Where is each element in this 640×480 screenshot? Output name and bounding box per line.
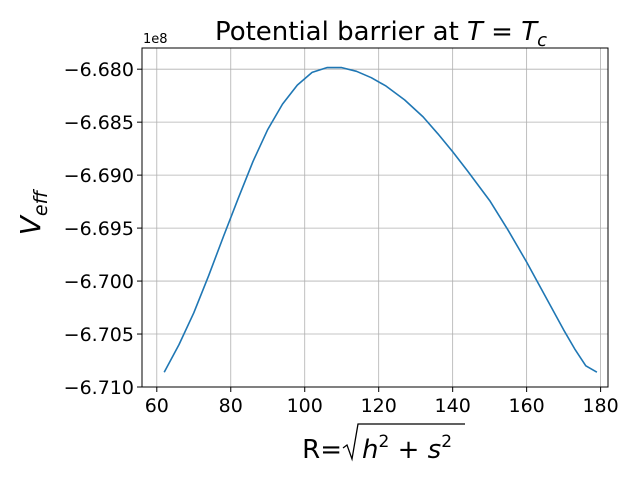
x-tick-label: 120 [361,395,397,417]
title-math-lhs: T [467,17,485,47]
x-tick-label: 80 [219,395,243,417]
series-line [163,66,598,373]
x-axis-label-h: h [362,435,378,465]
chart-title: Potential barrier at T = Tc [215,17,547,51]
y-axis-label: Veff [14,188,52,235]
x-tick-label: 180 [582,395,618,417]
chart-title-text: Potential barrier at [215,17,467,47]
series-lines [163,66,598,373]
y-tick-label: −6.705 [64,324,134,346]
y-axis-label-sub: eff [30,188,52,216]
x-tick-label: 100 [287,395,323,417]
x-tick-label: 160 [509,395,545,417]
y-tick-label: −6.690 [64,165,134,187]
x-tick-label: 60 [145,395,169,417]
y-tick-label: −6.695 [64,218,134,240]
y-tick-label: −6.685 [64,112,134,134]
x-axis-label-prefix: R= [302,435,342,465]
x-axis-label-s-exp: 2 [441,432,452,452]
x-axis-label: R= h2 + s2 [302,423,465,465]
title-math-eq: = [483,17,521,47]
y-tick-label: −6.700 [64,271,134,293]
y-axis-ticks: −6.680 −6.685 −6.690 −6.695 −6.700 −6.705 −6.7… [64,59,142,399]
y-tick-label: −6.680 [64,59,134,81]
x-tick-label: 140 [435,395,471,417]
plot-frame [141,47,609,388]
sqrt-sign-icon [342,423,465,462]
y-tick-label: −6.710 [64,377,134,399]
x-axis-label-s: s [428,435,442,465]
title-math-rhs-sub: c [537,30,547,51]
x-axis-label-plus: + [389,435,427,465]
y-axis-label-main: V [14,214,47,235]
y-offset-label: 1e8 [143,32,168,47]
x-axis-ticks: 60 80 100 120 140 160 180 [145,387,619,417]
title-math-rhs: T [521,17,539,47]
x-axis-label-math: h2 + s2 [362,432,452,465]
x-axis-label-h-exp: 2 [378,432,389,452]
grid-lines [142,48,608,388]
